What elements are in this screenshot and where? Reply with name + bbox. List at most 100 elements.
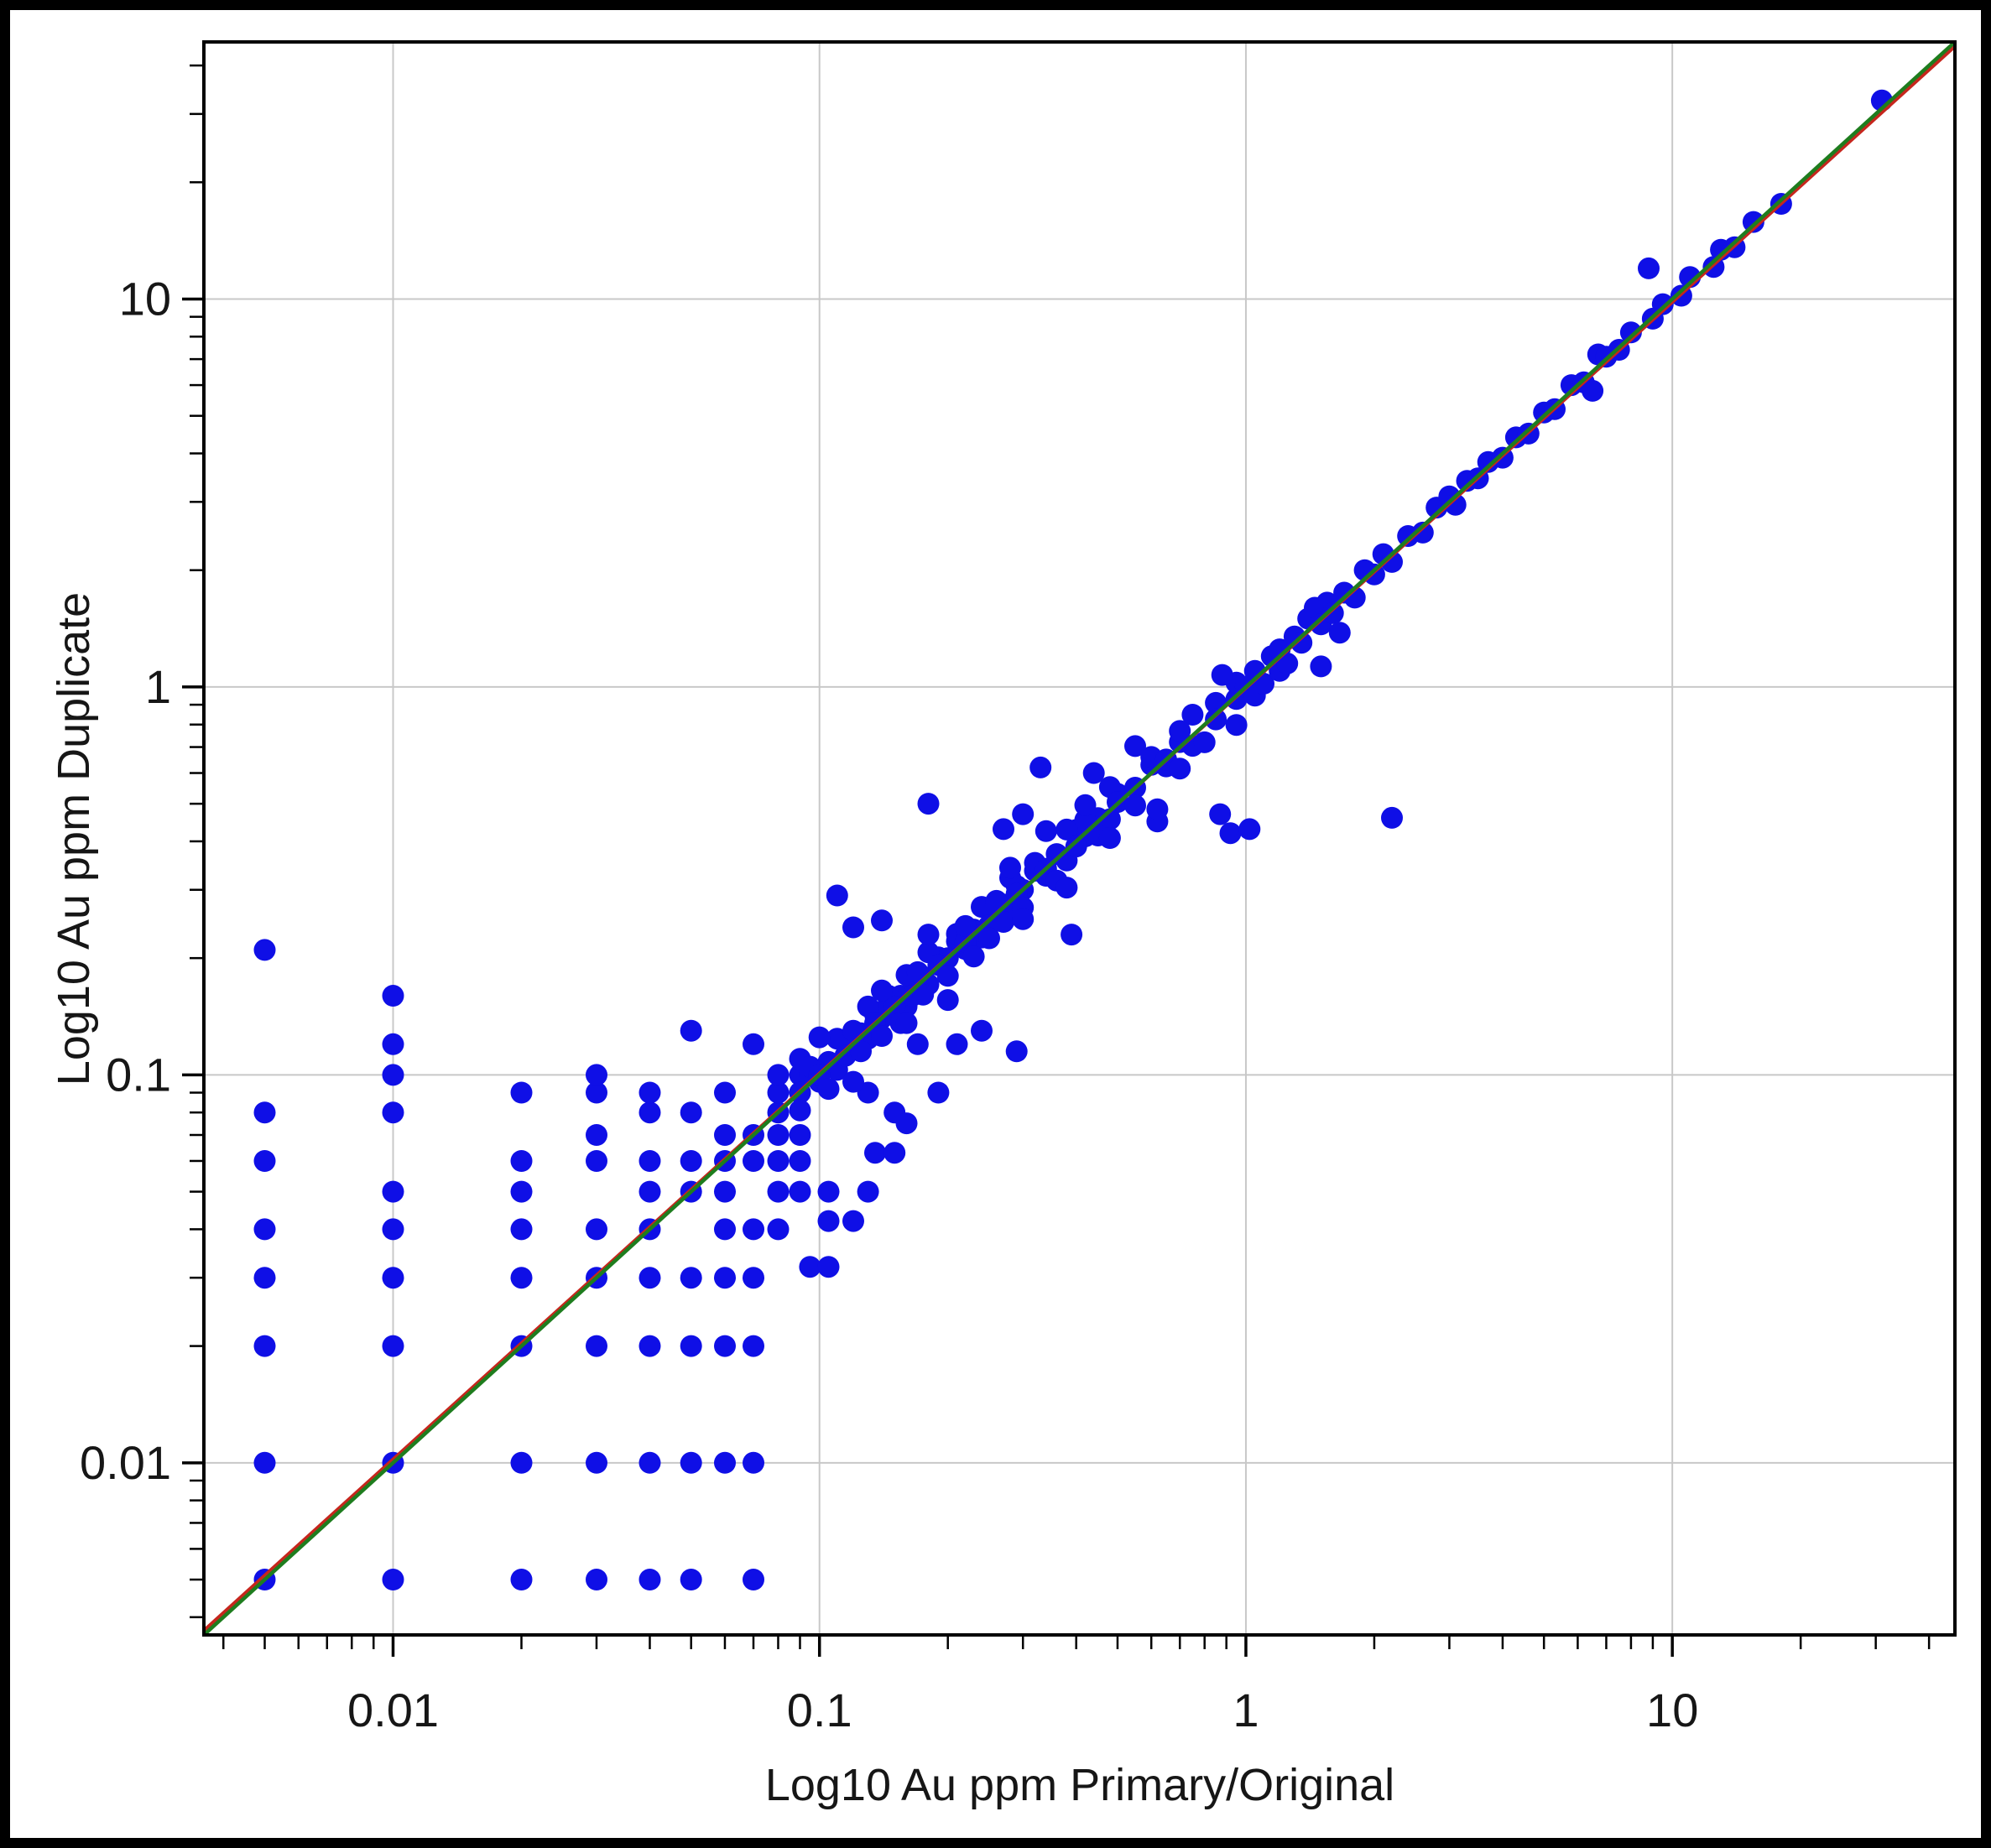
data-point bbox=[253, 1267, 276, 1289]
data-point bbox=[586, 1218, 607, 1241]
data-point bbox=[510, 1081, 533, 1104]
data-point bbox=[895, 1112, 918, 1135]
data-point bbox=[1124, 735, 1146, 757]
data-point bbox=[586, 1335, 607, 1357]
data-point bbox=[638, 1081, 661, 1104]
data-point bbox=[680, 1019, 702, 1042]
data-point bbox=[871, 1025, 893, 1047]
y-tick-labels: 10 1 0.1 0.01 bbox=[80, 273, 171, 1489]
data-point bbox=[1310, 655, 1332, 678]
data-point bbox=[586, 1081, 607, 1104]
data-point bbox=[993, 911, 1014, 933]
data-point bbox=[1146, 798, 1169, 820]
data-point bbox=[864, 1142, 886, 1164]
data-point bbox=[883, 1142, 906, 1164]
data-point bbox=[743, 1218, 764, 1241]
y-tick-label: 1 bbox=[145, 660, 171, 713]
data-point bbox=[936, 965, 959, 987]
data-point bbox=[510, 1569, 533, 1590]
axis-ticks bbox=[182, 64, 1931, 1657]
data-point bbox=[510, 1451, 533, 1474]
data-point bbox=[638, 1180, 661, 1203]
data-point bbox=[743, 1335, 764, 1357]
trend-line bbox=[202, 40, 1957, 1637]
data-point bbox=[1012, 908, 1035, 930]
data-point bbox=[714, 1267, 736, 1289]
data-point bbox=[638, 1101, 661, 1124]
data-point bbox=[999, 856, 1021, 879]
data-point bbox=[714, 1218, 736, 1241]
data-point bbox=[917, 924, 940, 946]
data-point bbox=[1651, 293, 1674, 315]
data-point bbox=[680, 1451, 702, 1474]
data-point bbox=[1205, 708, 1227, 731]
data-point bbox=[871, 909, 893, 932]
data-point bbox=[1290, 632, 1313, 654]
data-point bbox=[842, 1210, 864, 1232]
data-point bbox=[586, 1064, 607, 1086]
data-point bbox=[857, 1180, 879, 1203]
data-point bbox=[382, 985, 404, 1007]
data-point bbox=[1012, 803, 1035, 825]
data-point bbox=[1098, 827, 1121, 849]
data-point bbox=[1328, 622, 1351, 644]
data-point bbox=[1381, 550, 1403, 573]
data-point bbox=[808, 1026, 831, 1049]
data-point bbox=[1061, 924, 1083, 946]
data-point bbox=[767, 1150, 790, 1172]
data-point bbox=[714, 1451, 736, 1474]
data-point bbox=[714, 1081, 736, 1104]
data-point bbox=[789, 1099, 811, 1122]
data-point bbox=[857, 995, 879, 1018]
data-point bbox=[789, 1180, 811, 1203]
data-point bbox=[1238, 818, 1261, 841]
data-point bbox=[638, 1335, 661, 1357]
data-point bbox=[510, 1150, 533, 1172]
data-point bbox=[743, 1267, 764, 1289]
data-point bbox=[1169, 757, 1191, 780]
data-point bbox=[680, 1335, 702, 1357]
data-point bbox=[971, 1019, 993, 1042]
data-point bbox=[743, 1569, 764, 1590]
data-point bbox=[817, 1256, 840, 1278]
data-point bbox=[1381, 806, 1403, 829]
data-point bbox=[1211, 664, 1233, 686]
data-point bbox=[1209, 803, 1232, 825]
data-point bbox=[743, 1033, 764, 1055]
data-point bbox=[680, 1101, 702, 1124]
data-point bbox=[1219, 822, 1242, 845]
data-point bbox=[1742, 211, 1764, 233]
data-point bbox=[767, 1218, 790, 1241]
data-point bbox=[936, 989, 959, 1012]
data-point bbox=[1321, 601, 1344, 624]
data-point bbox=[1082, 762, 1105, 784]
data-point bbox=[1065, 836, 1087, 858]
data-point bbox=[382, 1064, 404, 1086]
data-point bbox=[1055, 818, 1078, 841]
data-point bbox=[917, 793, 940, 815]
data-point bbox=[1005, 1040, 1028, 1063]
data-point bbox=[1411, 521, 1434, 544]
data-point bbox=[638, 1569, 661, 1590]
data-point bbox=[382, 1101, 404, 1124]
data-point bbox=[638, 1451, 661, 1474]
data-point bbox=[743, 1150, 764, 1172]
data-point bbox=[906, 1033, 929, 1055]
data-point bbox=[382, 1180, 404, 1203]
data-point bbox=[1055, 877, 1078, 899]
data-point bbox=[954, 914, 977, 937]
data-point bbox=[714, 1180, 736, 1203]
data-point bbox=[1582, 379, 1604, 402]
data-point bbox=[767, 1064, 790, 1086]
data-point bbox=[1029, 756, 1052, 778]
data-point bbox=[743, 1451, 764, 1474]
data-point bbox=[927, 1081, 950, 1104]
data-point bbox=[1225, 714, 1248, 737]
data-point bbox=[1124, 794, 1146, 817]
data-point bbox=[767, 1124, 790, 1146]
data-point bbox=[586, 1150, 607, 1172]
data-point bbox=[680, 1267, 702, 1289]
